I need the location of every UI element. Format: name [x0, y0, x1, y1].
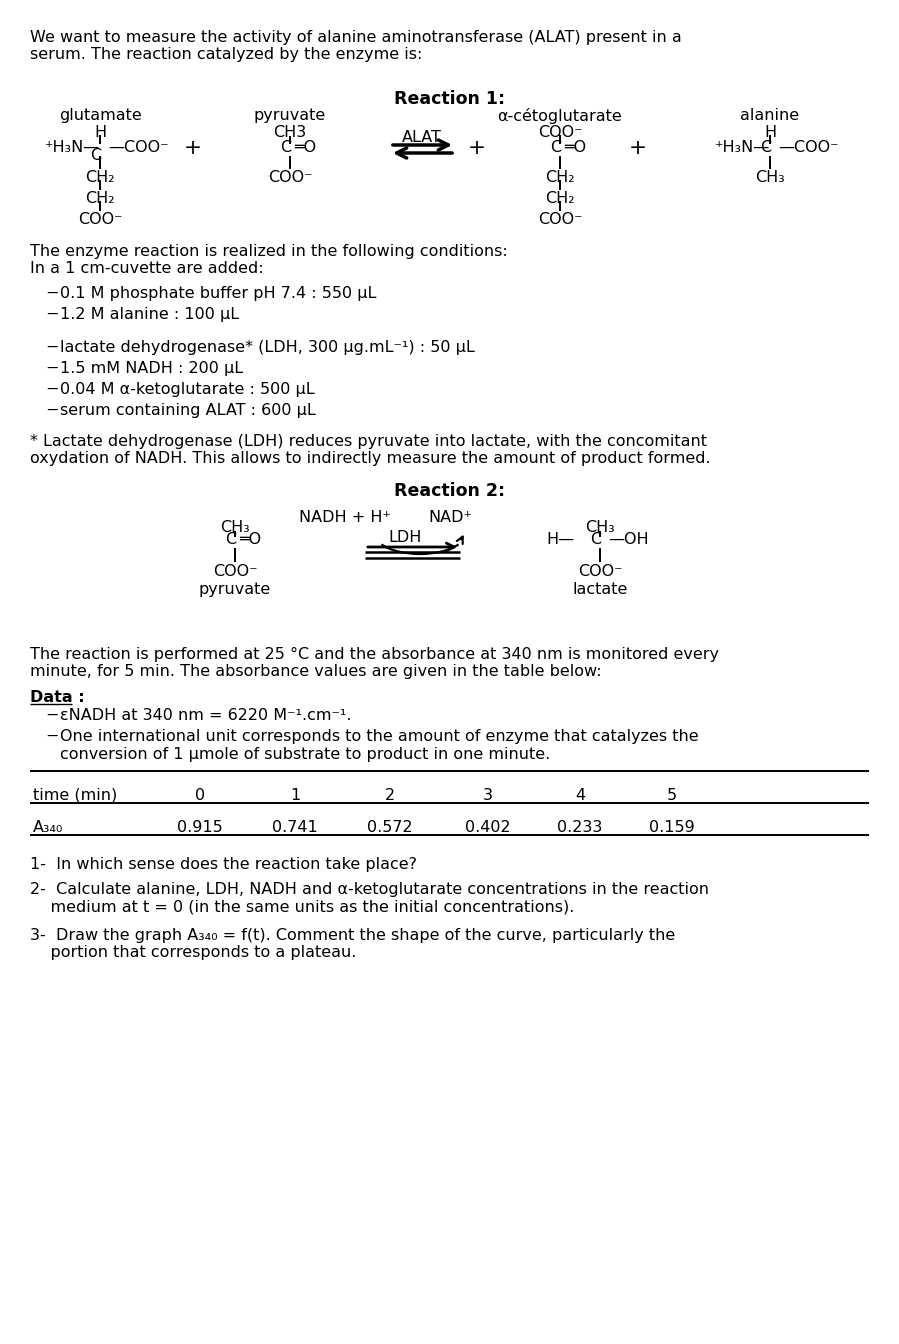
Text: ═O: ═O — [239, 532, 261, 547]
Text: C: C — [591, 532, 601, 547]
Text: —COO⁻: —COO⁻ — [108, 141, 169, 156]
Text: COO⁻: COO⁻ — [538, 212, 583, 227]
Text: CH₃: CH₃ — [585, 520, 615, 535]
Text: 1: 1 — [289, 788, 300, 802]
Text: CH₂: CH₂ — [85, 169, 115, 185]
Text: H: H — [93, 125, 106, 140]
Text: α-cétoglutarate: α-cétoglutarate — [498, 108, 622, 124]
Text: −: − — [45, 362, 58, 376]
Text: COO⁻: COO⁻ — [538, 125, 583, 140]
Text: The reaction is performed at 25 °C and the absorbance at 340 nm is monitored eve: The reaction is performed at 25 °C and t… — [30, 646, 719, 680]
Text: ⁺H₃N—: ⁺H₃N— — [45, 141, 101, 156]
Text: lactate dehydrogenase* (LDH, 300 μg.mL⁻¹) : 50 μL: lactate dehydrogenase* (LDH, 300 μg.mL⁻¹… — [60, 340, 475, 355]
Text: NADH + H⁺: NADH + H⁺ — [299, 509, 391, 526]
Text: C: C — [91, 148, 102, 163]
Text: 3: 3 — [483, 788, 493, 802]
Text: 1.2 M alanine : 100 μL: 1.2 M alanine : 100 μL — [60, 306, 239, 323]
Text: 0.159: 0.159 — [649, 820, 695, 835]
Text: C: C — [280, 141, 291, 156]
Text: CH₂: CH₂ — [546, 191, 574, 206]
Text: ═O: ═O — [564, 141, 586, 156]
Text: The enzyme reaction is realized in the following conditions:
In a 1 cm-cuvette a: The enzyme reaction is realized in the f… — [30, 245, 508, 277]
Text: 3-  Draw the graph A₃₄₀ = f(t). Comment the shape of the curve, particularly the: 3- Draw the graph A₃₄₀ = f(t). Comment t… — [30, 927, 675, 961]
Text: time (min): time (min) — [33, 788, 117, 802]
Text: COO⁻: COO⁻ — [77, 212, 122, 227]
Text: NAD⁺: NAD⁺ — [428, 509, 472, 526]
Text: CH₂: CH₂ — [546, 169, 574, 185]
Text: alanine: alanine — [741, 108, 799, 124]
Text: 0.1 M phosphate buffer pH 7.4 : 550 μL: 0.1 M phosphate buffer pH 7.4 : 550 μL — [60, 286, 377, 301]
Text: −: − — [45, 728, 58, 745]
Text: −: − — [45, 286, 58, 301]
Text: 0.741: 0.741 — [272, 820, 318, 835]
Text: serum containing ALAT : 600 μL: serum containing ALAT : 600 μL — [60, 403, 316, 418]
Text: conversion of 1 μmole of substrate to product in one minute.: conversion of 1 μmole of substrate to pr… — [60, 747, 550, 762]
Text: 1-  In which sense does the reaction take place?: 1- In which sense does the reaction take… — [30, 857, 417, 872]
Text: 0: 0 — [195, 788, 205, 802]
Text: ALAT: ALAT — [402, 130, 442, 145]
Text: +: + — [468, 138, 486, 159]
Text: pyruvate: pyruvate — [199, 582, 271, 597]
Text: +: + — [184, 138, 202, 159]
Text: COO⁻: COO⁻ — [268, 169, 312, 185]
Text: 2: 2 — [385, 788, 395, 802]
Text: C: C — [226, 532, 236, 547]
Text: —COO⁻: —COO⁻ — [778, 141, 839, 156]
Text: COO⁻: COO⁻ — [213, 564, 257, 579]
Text: 2-  Calculate alanine, LDH, NADH and α-ketoglutarate concentrations in the react: 2- Calculate alanine, LDH, NADH and α-ke… — [30, 882, 709, 914]
Text: ═O: ═O — [294, 141, 316, 156]
Text: CH₃: CH₃ — [755, 169, 785, 185]
Text: A₃₄₀: A₃₄₀ — [33, 820, 63, 835]
Text: pyruvate: pyruvate — [254, 108, 326, 124]
Text: CH₃: CH₃ — [220, 520, 250, 535]
Text: 0.915: 0.915 — [177, 820, 223, 835]
Text: CH3: CH3 — [273, 125, 307, 140]
Text: C: C — [550, 141, 562, 156]
Text: −: − — [45, 708, 58, 723]
Text: We want to measure the activity of alanine aminotransferase (ALAT) present in a
: We want to measure the activity of alani… — [30, 30, 681, 62]
Text: εNADH at 340 nm = 6220 M⁻¹.cm⁻¹.: εNADH at 340 nm = 6220 M⁻¹.cm⁻¹. — [60, 708, 352, 723]
Text: −: − — [45, 403, 58, 418]
Text: H—: H— — [546, 532, 574, 547]
Text: —OH: —OH — [608, 532, 648, 547]
Text: COO⁻: COO⁻ — [578, 564, 622, 579]
Text: 0.233: 0.233 — [557, 820, 602, 835]
Text: One international unit corresponds to the amount of enzyme that catalyzes the: One international unit corresponds to th… — [60, 728, 699, 745]
Text: −: − — [45, 340, 58, 355]
Text: 0.402: 0.402 — [465, 820, 511, 835]
Text: Reaction 1:: Reaction 1: — [395, 90, 505, 108]
Text: CH₂: CH₂ — [85, 191, 115, 206]
Text: +: + — [629, 138, 647, 159]
Text: H: H — [764, 125, 776, 140]
Text: C: C — [761, 141, 771, 156]
Text: 0.572: 0.572 — [367, 820, 413, 835]
Text: Reaction 2:: Reaction 2: — [395, 482, 505, 500]
Text: LDH: LDH — [388, 530, 422, 546]
Text: 4: 4 — [575, 788, 585, 802]
Text: 0.04 M α-ketoglutarate : 500 μL: 0.04 M α-ketoglutarate : 500 μL — [60, 382, 315, 396]
Text: ⁺H₃N—: ⁺H₃N— — [715, 141, 770, 156]
Text: glutamate: glutamate — [58, 108, 141, 124]
Text: −: − — [45, 306, 58, 323]
Text: * Lactate dehydrogenase (LDH) reduces pyruvate into lactate, with the concomitan: * Lactate dehydrogenase (LDH) reduces py… — [30, 434, 710, 466]
Text: −: − — [45, 382, 58, 396]
Text: 5: 5 — [667, 788, 677, 802]
Text: 1.5 mM NADH : 200 μL: 1.5 mM NADH : 200 μL — [60, 362, 243, 376]
Text: Data :: Data : — [30, 689, 85, 706]
Text: lactate: lactate — [573, 582, 628, 597]
